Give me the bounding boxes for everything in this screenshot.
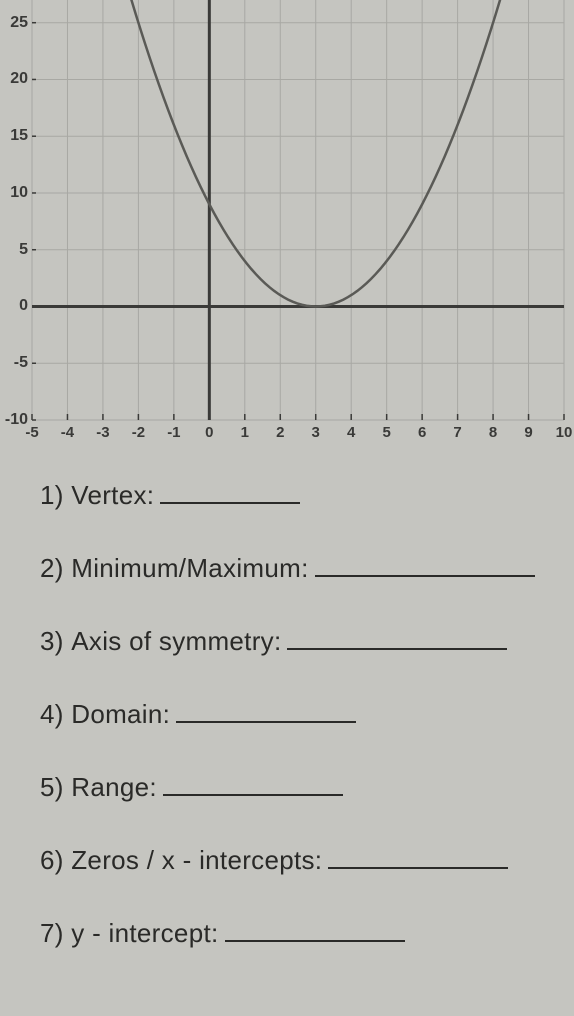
question-yint: 7) y - intercept: [40, 918, 559, 949]
x-tick-label: 2 [276, 424, 284, 441]
question-number: 4) [40, 699, 64, 730]
question-number: 1) [40, 480, 64, 511]
x-tick-label: 8 [489, 424, 497, 441]
y-tick-label: 20 [2, 70, 28, 88]
y-tick-label: 5 [2, 241, 28, 259]
answer-blank [287, 648, 507, 650]
question-domain: 4) Domain: [40, 699, 559, 730]
x-tick-label: 7 [453, 424, 461, 441]
question-label: Range: [71, 772, 157, 803]
question-zeros: 6) Zeros / x - intercepts: [40, 845, 559, 876]
question-label: Minimum/Maximum: [71, 553, 308, 584]
x-tick-label: 5 [382, 424, 390, 441]
question-label: y - intercept: [71, 918, 218, 949]
x-tick-label: -5 [25, 424, 38, 441]
answer-blank [328, 867, 508, 869]
y-tick-label: 15 [2, 127, 28, 145]
question-label: Vertex: [71, 480, 154, 511]
x-tick-label: 1 [241, 424, 249, 441]
x-tick-label: -3 [96, 424, 109, 441]
x-tick-label: -4 [61, 424, 74, 441]
question-number: 7) [40, 918, 64, 949]
x-tick-label: 10 [556, 424, 573, 441]
question-range: 5) Range: [40, 772, 559, 803]
answer-blank [315, 575, 535, 577]
question-label: Axis of symmetry: [71, 626, 281, 657]
question-number: 2) [40, 553, 64, 584]
x-tick-label: -2 [132, 424, 145, 441]
questions-list: 1) Vertex: 2) Minimum/Maximum: 3) Axis o… [40, 480, 559, 991]
question-label: Domain: [71, 699, 170, 730]
x-tick-label: 9 [524, 424, 532, 441]
y-tick-label: 0 [2, 297, 28, 315]
y-tick-label: -5 [2, 354, 28, 372]
x-tick-label: 3 [312, 424, 320, 441]
y-tick-label: -10 [2, 411, 28, 429]
parabola-graph [0, 0, 574, 445]
question-vertex: 1) Vertex: [40, 480, 559, 511]
x-tick-label: 0 [205, 424, 213, 441]
question-number: 6) [40, 845, 64, 876]
answer-blank [160, 502, 300, 504]
answer-blank [225, 940, 405, 942]
x-tick-label: -1 [167, 424, 180, 441]
x-tick-label: 4 [347, 424, 355, 441]
answer-blank [163, 794, 343, 796]
question-number: 5) [40, 772, 64, 803]
chart-container [0, 0, 574, 445]
y-tick-label: 25 [2, 14, 28, 32]
question-minmax: 2) Minimum/Maximum: [40, 553, 559, 584]
y-tick-label: 10 [2, 184, 28, 202]
x-tick-label: 6 [418, 424, 426, 441]
question-axis: 3) Axis of symmetry: [40, 626, 559, 657]
question-label: Zeros / x - intercepts: [71, 845, 322, 876]
question-number: 3) [40, 626, 64, 657]
answer-blank [176, 721, 356, 723]
